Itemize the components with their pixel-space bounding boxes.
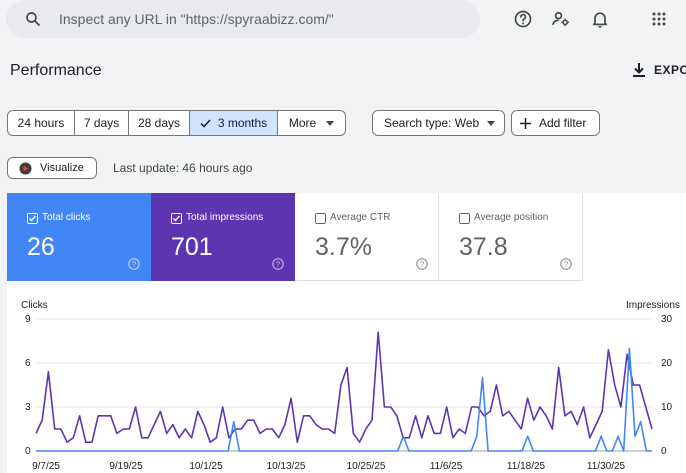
checkbox-checked-icon[interactable] bbox=[27, 213, 38, 224]
x-tick-label: 11/30/25 bbox=[586, 461, 626, 472]
help-icon[interactable]: ? bbox=[128, 258, 140, 270]
right-tick-label: 0 bbox=[661, 446, 667, 457]
svg-text:?: ? bbox=[564, 260, 568, 269]
metric-label: Total clicks bbox=[42, 212, 91, 223]
plus-icon bbox=[520, 117, 531, 129]
last-update-text: Last update: 46 hours ago bbox=[113, 161, 253, 175]
left-tick-label: 9 bbox=[25, 314, 31, 325]
range-label: 24 hours bbox=[17, 116, 65, 130]
metric-value: 3.7% bbox=[315, 233, 372, 261]
range-more-dropdown[interactable]: More bbox=[278, 111, 345, 135]
range-label: More bbox=[288, 116, 317, 130]
checkbox-unchecked-icon[interactable] bbox=[459, 213, 470, 224]
x-tick-label: 10/1/25 bbox=[189, 461, 223, 472]
right-axis-title: Impressions bbox=[626, 300, 680, 311]
dropdown-arrow-icon bbox=[326, 120, 335, 126]
x-tick-label: 10/13/25 bbox=[266, 461, 306, 472]
svg-text:?: ? bbox=[132, 260, 136, 269]
metric-value: 701 bbox=[171, 233, 213, 261]
checkbox-unchecked-icon[interactable] bbox=[315, 213, 326, 224]
help-icon[interactable] bbox=[513, 9, 533, 29]
apps-grid-icon[interactable] bbox=[649, 9, 669, 29]
x-tick-label: 10/25/25 bbox=[346, 461, 386, 472]
right-tick-label: 30 bbox=[661, 314, 673, 325]
svg-text:?: ? bbox=[420, 260, 424, 269]
range-3-months[interactable]: 3 months bbox=[190, 111, 278, 135]
metric-label: Average CTR bbox=[330, 212, 391, 223]
metric-label: Total impressions bbox=[186, 212, 264, 223]
check-icon bbox=[200, 118, 211, 128]
range-7-days[interactable]: 7 days bbox=[75, 111, 129, 135]
export-label: EXPORT bbox=[654, 63, 686, 77]
left-tick-label: 3 bbox=[25, 402, 31, 413]
add-filter-label: Add filter bbox=[539, 116, 587, 130]
dropdown-arrow-icon bbox=[487, 121, 495, 126]
x-tick-label: 11/18/25 bbox=[506, 461, 546, 472]
manage-users-icon[interactable] bbox=[551, 9, 571, 29]
export-button[interactable]: EXPORT bbox=[632, 62, 686, 78]
visualize-button[interactable]: Visualize bbox=[7, 157, 97, 179]
right-tick-label: 10 bbox=[661, 402, 673, 413]
svg-text:?: ? bbox=[276, 260, 280, 269]
left-axis-title: Clicks bbox=[21, 300, 48, 311]
search-type-label: Search type: Web bbox=[384, 116, 480, 130]
metric-value: 37.8 bbox=[459, 233, 508, 261]
metric-tile-average-position[interactable]: Average position 37.8 ? bbox=[439, 193, 583, 281]
metric-tile-total-clicks[interactable]: Total clicks 26 ? bbox=[7, 193, 151, 281]
top-bar: Inspect any URL in "https://spyraabizz.c… bbox=[0, 0, 686, 40]
range-28-days[interactable]: 28 days bbox=[129, 111, 190, 135]
help-icon[interactable]: ? bbox=[272, 258, 284, 270]
range-label: 7 days bbox=[83, 116, 120, 130]
x-tick-label: 11/6/25 bbox=[429, 461, 463, 472]
performance-card: Total clicks 26 ? Total impressions 701 … bbox=[7, 193, 686, 473]
right-tick-label: 20 bbox=[661, 358, 673, 369]
date-range-selector: 24 hours 7 days 28 days 3 months More bbox=[7, 110, 346, 136]
left-tick-label: 0 bbox=[25, 446, 31, 457]
search-placeholder[interactable]: Inspect any URL in "https://spyraabizz.c… bbox=[59, 11, 334, 27]
search-type-dropdown[interactable]: Search type: Web bbox=[372, 110, 505, 136]
visualize-icon bbox=[19, 162, 32, 174]
metric-tile-average-ctr[interactable]: Average CTR 3.7% ? bbox=[295, 193, 439, 281]
download-icon bbox=[633, 63, 645, 77]
range-label: 28 days bbox=[137, 116, 181, 130]
notifications-icon[interactable] bbox=[590, 9, 610, 29]
page-title: Performance bbox=[10, 62, 102, 79]
help-icon[interactable]: ? bbox=[416, 258, 428, 270]
range-label: 3 months bbox=[217, 116, 268, 130]
search-icon bbox=[26, 12, 40, 26]
add-filter-button[interactable]: Add filter bbox=[511, 110, 600, 136]
help-icon[interactable]: ? bbox=[560, 258, 572, 270]
url-inspect-search[interactable]: Inspect any URL in "https://spyraabizz.c… bbox=[6, 0, 480, 38]
metric-tile-total-impressions[interactable]: Total impressions 701 ? bbox=[151, 193, 295, 281]
visualize-label: Visualize bbox=[40, 162, 84, 174]
checkbox-checked-icon[interactable] bbox=[171, 213, 182, 224]
x-tick-label: 9/7/25 bbox=[32, 461, 60, 472]
range-24-hours[interactable]: 24 hours bbox=[8, 111, 75, 135]
metric-label: Average position bbox=[474, 212, 549, 223]
left-tick-label: 6 bbox=[25, 358, 31, 369]
metric-value: 26 bbox=[27, 233, 55, 261]
x-tick-label: 9/19/25 bbox=[109, 461, 143, 472]
